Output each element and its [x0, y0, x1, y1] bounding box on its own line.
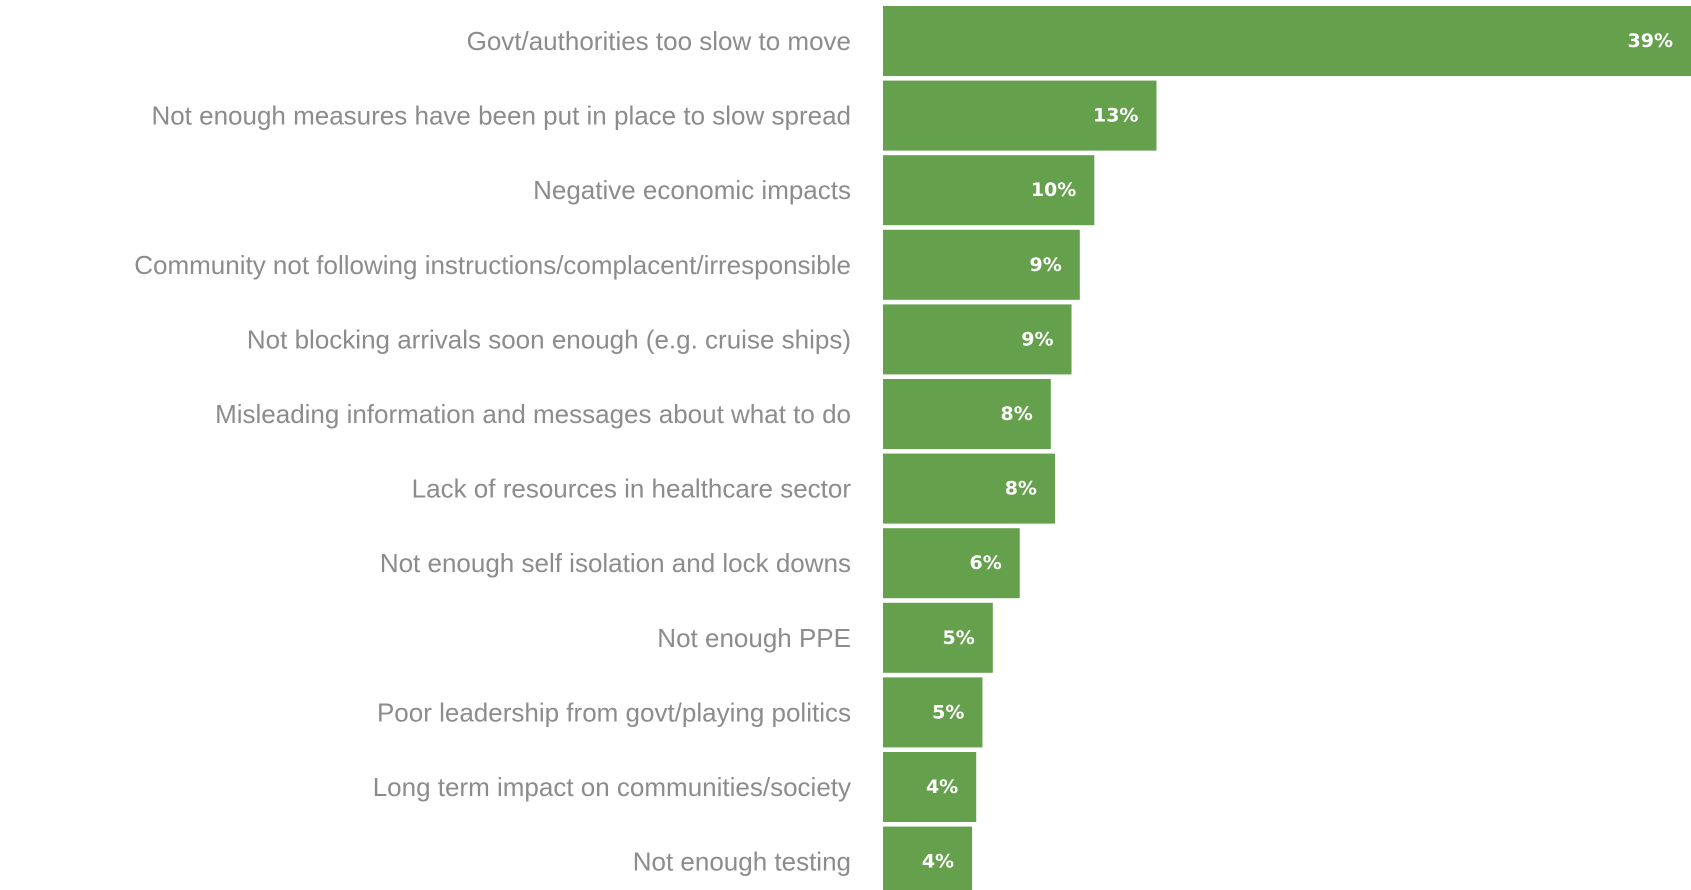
- value-label: 5%: [932, 701, 964, 723]
- category-label: Not enough testing: [633, 847, 851, 877]
- value-label: 9%: [1030, 254, 1062, 276]
- value-label: 13%: [1093, 105, 1138, 127]
- value-label: 8%: [1005, 478, 1037, 500]
- category-label: Not enough PPE: [657, 623, 851, 653]
- category-label: Not blocking arrivals soon enough (e.g. …: [247, 324, 851, 354]
- bar: [883, 826, 973, 890]
- value-labels: 39% 13% 10% 9% 9% 8% 8% 6% 5% 5% 4% 4%: [922, 30, 1673, 873]
- category-label: Misleading information and messages abou…: [215, 399, 851, 429]
- bar: [883, 229, 1080, 300]
- bar: [883, 80, 1157, 151]
- value-label: 6%: [969, 552, 1001, 574]
- bar: [883, 379, 1051, 449]
- value-label: 4%: [926, 776, 958, 798]
- category-label: Not enough self isolation and lock downs: [380, 548, 851, 578]
- bar: [883, 304, 1072, 375]
- value-label: 5%: [943, 627, 975, 649]
- category-label: Negative economic impacts: [533, 175, 851, 205]
- bar: [883, 752, 977, 822]
- bar: [883, 677, 983, 748]
- category-label: Community not following instructions/com…: [134, 250, 851, 280]
- value-label: 39%: [1628, 30, 1673, 52]
- category-labels: Govt/authorities too slow to move Not eno…: [134, 26, 851, 877]
- bar: [883, 6, 1691, 76]
- category-label: Not enough measures have been put in pla…: [151, 101, 851, 131]
- value-label: 8%: [1001, 403, 1033, 425]
- bar: [883, 453, 1055, 524]
- value-label: 9%: [1021, 328, 1053, 350]
- category-label: Long term impact on communities/society: [373, 772, 851, 802]
- category-label: Poor leadership from govt/playing politi…: [377, 697, 851, 727]
- bars-layer: [883, 6, 1691, 890]
- category-label: Lack of resources in healthcare sector: [412, 474, 852, 504]
- value-label: 10%: [1031, 179, 1076, 201]
- category-label: Govt/authorities too slow to move: [467, 26, 851, 56]
- bar: [883, 602, 993, 673]
- bar: [883, 528, 1020, 599]
- bar: [883, 155, 1095, 226]
- value-label: 4%: [922, 851, 954, 873]
